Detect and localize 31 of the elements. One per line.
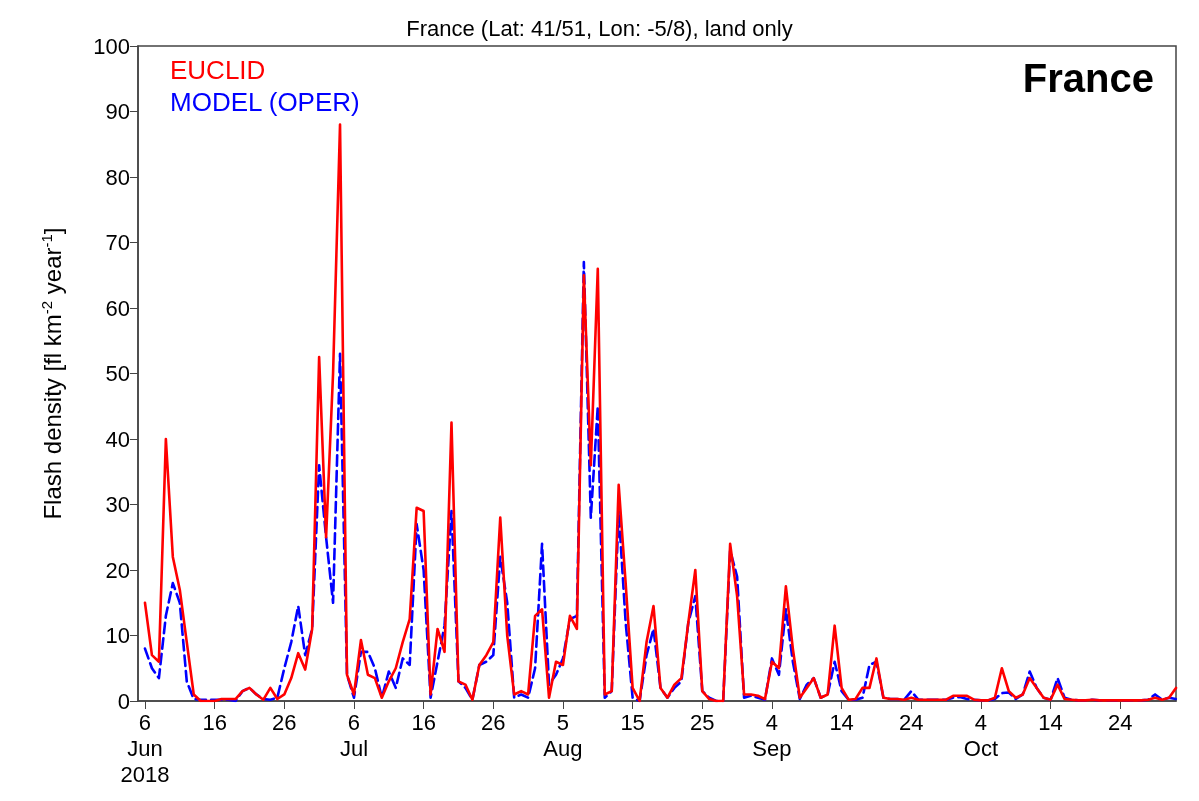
y-tick-label: 80: [105, 164, 130, 190]
x-tick-label: 16: [411, 709, 436, 735]
x-tick-label: 25: [690, 709, 715, 735]
x-tick-label: 24: [1108, 709, 1133, 735]
x-tick-label: 6 Jul: [339, 709, 369, 761]
x-tick-label: 4 Sep: [752, 709, 792, 761]
y-tick-label: 70: [105, 230, 130, 255]
text: MODEL (OPER): [170, 87, 360, 117]
x-tick-label: 26: [272, 709, 297, 735]
line-series: [143, 260, 1178, 703]
y-tick-label: 100: [93, 33, 130, 59]
y-tick-label: 20: [105, 557, 130, 583]
y-tick-label: 60: [105, 295, 130, 321]
y-tick-label: 10: [105, 623, 130, 648]
line-series: [143, 123, 1178, 703]
y-tick-label: 40: [105, 426, 130, 452]
x-tick-label: 24: [899, 709, 924, 735]
text: EUCLID: [170, 55, 266, 85]
y-tick-label: 30: [105, 492, 130, 517]
chart-title: France (Lat: 41/51, Lon: -5/8), land only: [406, 15, 793, 41]
y-tick-label: 90: [105, 99, 130, 124]
x-tick-label: 14: [829, 709, 854, 735]
x-tick-label: 26: [481, 709, 506, 735]
y-axis-title: Flash density [fl km-2 year-1]: [38, 227, 66, 520]
x-tick-label: 5 Aug: [543, 709, 583, 761]
x-tick-label: 14: [1038, 709, 1063, 735]
x-tick-label: 4 Oct: [963, 709, 999, 761]
y-tick-label: 50: [105, 361, 130, 386]
x-tick-label: 16: [202, 709, 227, 735]
x-tick-label: 15: [620, 709, 645, 735]
annotation: France: [1022, 56, 1154, 100]
